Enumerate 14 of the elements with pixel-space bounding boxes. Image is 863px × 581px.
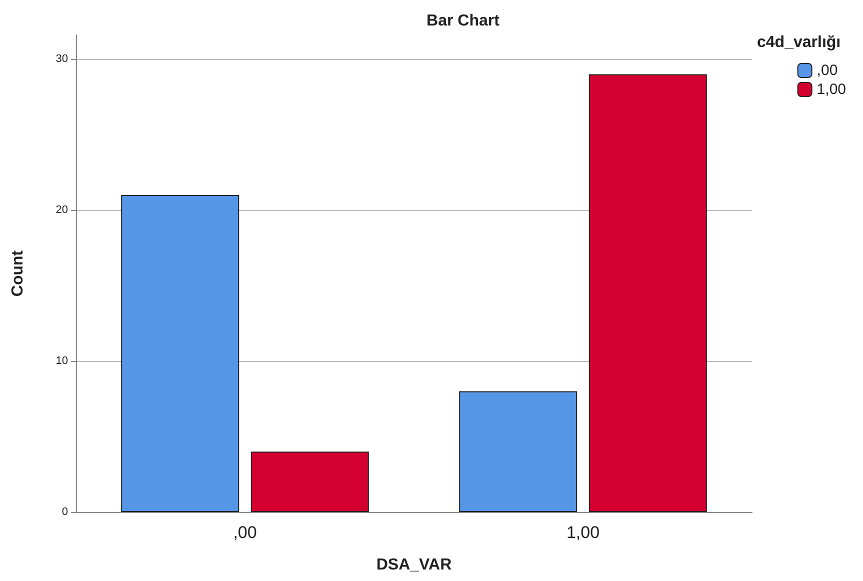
x-axis-title: DSA_VAR: [376, 556, 452, 574]
bar: [588, 74, 707, 512]
y-tick-label: 0: [62, 506, 68, 518]
bar: [459, 391, 578, 512]
legend-label: ,00: [816, 62, 838, 79]
y-tick-label: 30: [56, 53, 68, 66]
y-tick-label: 10: [56, 355, 68, 368]
legend-title: c4d_varlığı: [757, 34, 841, 52]
legend-label: 1,00: [816, 81, 846, 98]
y-axis-title: Count: [10, 250, 26, 297]
bar: [121, 195, 240, 512]
chart-title: Bar Chart: [426, 12, 500, 30]
bar: [250, 452, 369, 512]
y-tick-label: 20: [56, 204, 68, 216]
